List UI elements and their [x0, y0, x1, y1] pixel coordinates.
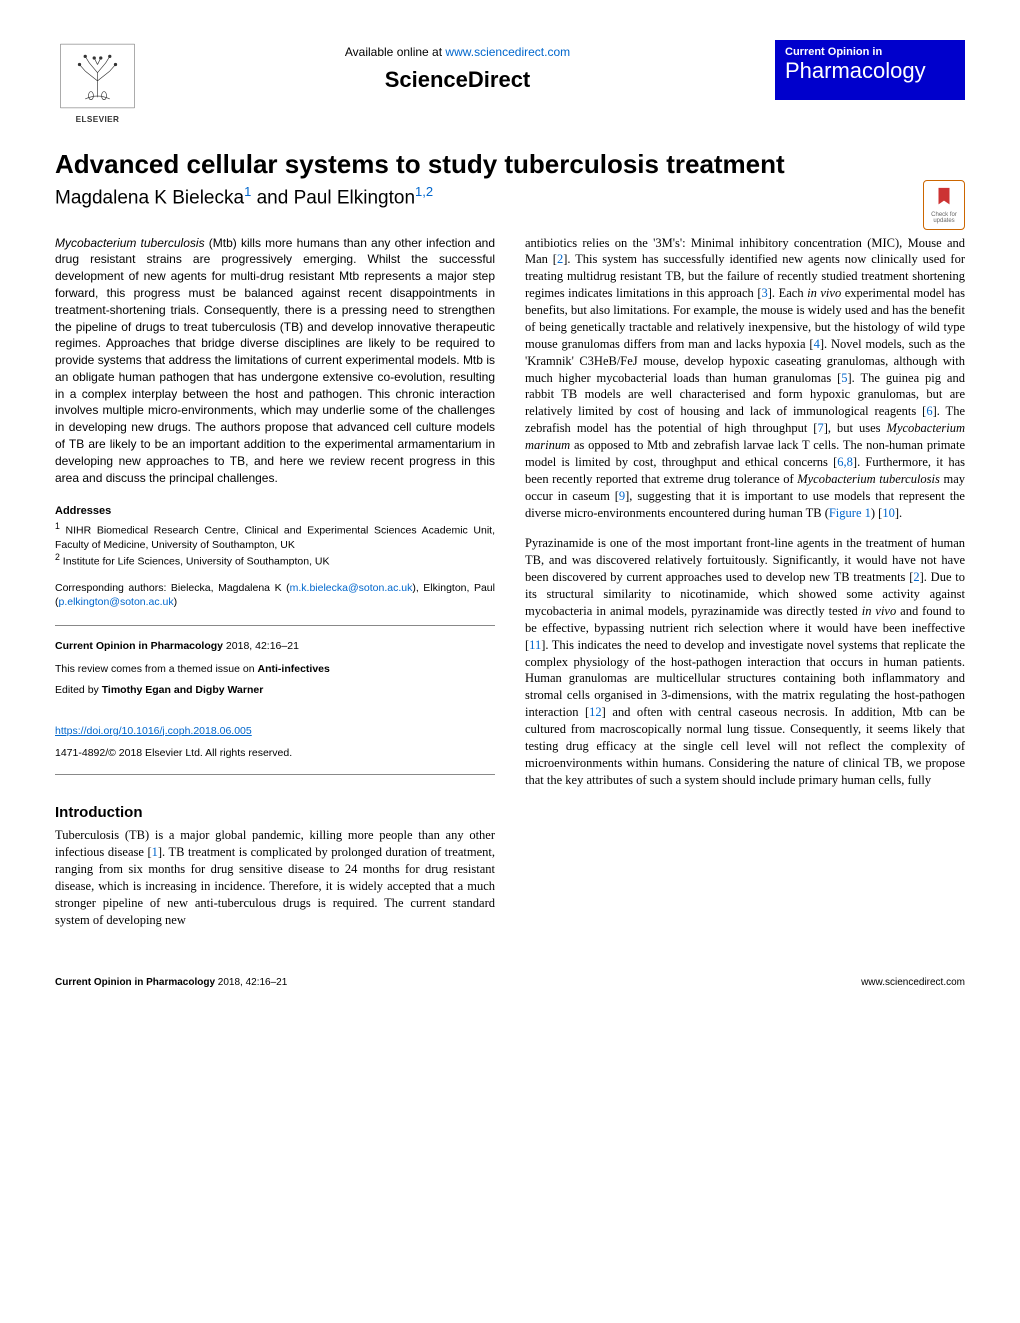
em-invivo-2: in vivo: [862, 604, 897, 618]
intro-para-1: Tuberculosis (TB) is a major global pand…: [55, 827, 495, 928]
footer-journal: Current Opinion in Pharmacology: [55, 977, 215, 988]
sciencedirect-link[interactable]: www.sciencedirect.com: [445, 45, 570, 59]
sciencedirect-brand: ScienceDirect: [140, 67, 775, 93]
ref-10[interactable]: 10: [882, 506, 895, 520]
themed-prefix: This review comes from a themed issue on: [55, 663, 258, 675]
right-column: antibiotics relies on the '3M's': Minima…: [525, 235, 965, 929]
page-header: ELSEVIER Available online at www.science…: [55, 40, 965, 134]
edited-prefix: Edited by: [55, 684, 102, 696]
author-separator: and Paul Elkington: [251, 188, 415, 209]
addresses: 1 NIHR Biomedical Research Centre, Clini…: [55, 521, 495, 569]
affil-1: NIHR Biomedical Research Centre, Clinica…: [55, 525, 495, 551]
copyright: 1471-4892/© 2018 Elsevier Ltd. All right…: [55, 745, 495, 762]
r-p1-c: ]. Each: [768, 286, 807, 300]
em-mtb: Mycobacterium tuberculosis: [797, 472, 940, 486]
corr-prefix: Corresponding authors: Bielecka, Magdale…: [55, 582, 290, 594]
available-online: Available online at www.sciencedirect.co…: [140, 45, 775, 59]
corr-email-1[interactable]: m.k.bielecka@soton.ac.uk: [290, 582, 413, 594]
doi-link[interactable]: https://doi.org/10.1016/j.coph.2018.06.0…: [55, 723, 495, 740]
corr-email-2[interactable]: p.elkington@soton.ac.uk: [59, 596, 174, 608]
r-p2-a: Pyrazinamide is one of the most importan…: [525, 536, 965, 584]
ref-11[interactable]: 11: [529, 638, 541, 652]
right-para-1: antibiotics relies on the '3M's': Minima…: [525, 235, 965, 522]
footer-citation: 2018, 42:16–21: [215, 977, 287, 988]
figure-1-ref[interactable]: Figure 1: [829, 506, 871, 520]
addresses-heading: Addresses: [55, 504, 495, 519]
footer-left: Current Opinion in Pharmacology 2018, 42…: [55, 977, 287, 988]
abstract: Mycobacterium tuberculosis (Mtb) kills m…: [55, 235, 495, 487]
page-footer: Current Opinion in Pharmacology 2018, 42…: [55, 969, 965, 988]
publisher-name: ELSEVIER: [76, 115, 120, 124]
author-2-affil: 1,2: [415, 184, 433, 199]
left-column: Mycobacterium tuberculosis (Mtb) kills m…: [55, 235, 495, 929]
em-invivo-1: in vivo: [807, 286, 841, 300]
bookmark-icon: [933, 186, 955, 208]
editors: Timothy Egan and Digby Warner: [102, 684, 264, 696]
corresponding-authors: Corresponding authors: Bielecka, Magdale…: [55, 581, 495, 609]
journal-badge-top: Current Opinion in: [785, 46, 955, 58]
r-p1-n: ].: [895, 506, 902, 520]
elsevier-logo: ELSEVIER: [55, 40, 140, 134]
r-p1-h: ], but uses: [824, 421, 887, 435]
check-for-updates-button[interactable]: Check for updates: [923, 180, 965, 230]
article-title: Advanced cellular systems to study tuber…: [55, 149, 965, 180]
online-prefix: Available online at: [345, 45, 446, 59]
check-updates-label: Check for updates: [926, 212, 962, 224]
ref-12[interactable]: 12: [589, 705, 602, 719]
corr-suffix: ): [174, 596, 178, 608]
center-header: Available online at www.sciencedirect.co…: [140, 40, 775, 93]
footer-right: www.sciencedirect.com: [861, 977, 965, 988]
ref-6-8[interactable]: 6,8: [837, 455, 853, 469]
right-para-2: Pyrazinamide is one of the most importan…: [525, 535, 965, 788]
intro-heading: Introduction: [55, 803, 495, 823]
citation-rest: 2018, 42:16–21: [223, 640, 299, 652]
article-meta-box: Current Opinion in Pharmacology 2018, 42…: [55, 625, 495, 775]
citation-journal: Current Opinion in Pharmacology: [55, 640, 223, 652]
r-p1-m: ) [: [871, 506, 882, 520]
journal-badge-main: Pharmacology: [785, 58, 955, 84]
article-authors: Magdalena K Bielecka1 and Paul Elkington…: [55, 184, 965, 209]
author-1: Magdalena K Bielecka: [55, 188, 244, 209]
themed-topic: Anti-infectives: [258, 663, 330, 675]
affil-2: Institute for Life Sciences, University …: [60, 556, 330, 568]
journal-badge: Current Opinion in Pharmacology: [775, 40, 965, 100]
